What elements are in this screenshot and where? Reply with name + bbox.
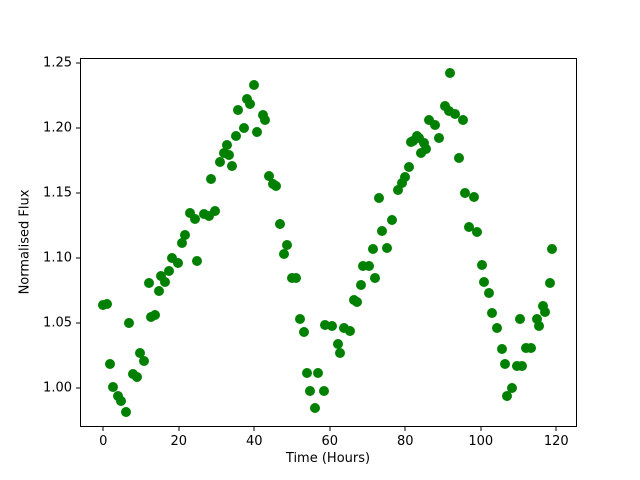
y-axis-label: Normalised Flux bbox=[17, 189, 33, 295]
y-tick-label: 1.00 bbox=[43, 380, 72, 396]
x-tick-mark bbox=[253, 427, 255, 431]
x-tick-label: 80 bbox=[397, 434, 414, 449]
axes-box bbox=[80, 58, 577, 427]
x-tick-mark bbox=[480, 427, 482, 431]
x-tick-mark bbox=[404, 427, 406, 431]
y-tick-label: 1.05 bbox=[43, 315, 72, 331]
x-tick-mark bbox=[555, 427, 557, 431]
x-tick-mark bbox=[178, 427, 180, 431]
x-tick-mark bbox=[102, 427, 104, 431]
x-tick-label: 40 bbox=[246, 434, 263, 449]
y-tick-label: 1.15 bbox=[43, 185, 72, 201]
x-tick-label: 120 bbox=[543, 434, 569, 449]
x-tick-label: 20 bbox=[170, 434, 188, 449]
x-tick-label: 100 bbox=[468, 434, 494, 449]
x-tick-label: 0 bbox=[99, 434, 108, 449]
y-tick-label: 1.10 bbox=[43, 250, 72, 266]
x-tick-mark bbox=[329, 427, 331, 431]
y-tick-label: 1.20 bbox=[43, 120, 72, 136]
y-tick-label: 1.25 bbox=[43, 55, 72, 71]
x-axis-label: Time (Hours) bbox=[285, 451, 371, 466]
x-tick-label: 60 bbox=[321, 434, 339, 449]
